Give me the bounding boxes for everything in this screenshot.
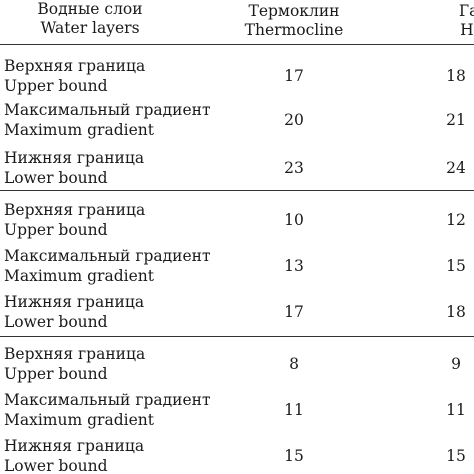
row-label: Верхняя граница Upper bound xyxy=(4,200,145,240)
header-thermocline-ru: Термоклин xyxy=(248,2,340,20)
header-halocline-ru: Галокл xyxy=(458,2,474,20)
halocline-value: 12 xyxy=(446,211,466,229)
thermocline-value: 11 xyxy=(284,401,304,419)
row-label: Нижняя граница Lower bound xyxy=(4,148,144,188)
table-row: Нижняя граница Lower bound 17 18 xyxy=(0,292,474,336)
row-label-en: Upper bound xyxy=(4,77,108,95)
row-label: Нижняя граница Lower bound xyxy=(4,292,144,332)
row-label-en: Maximum gradient xyxy=(4,411,154,429)
row-label-en: Maximum gradient xyxy=(4,267,154,285)
thermocline-value: 23 xyxy=(284,159,304,177)
row-label-en: Maximum gradient xyxy=(4,121,154,139)
table-row: Верхняя граница Upper bound 10 12 xyxy=(0,200,474,244)
table-row: Максимальный градиент Maximum gradient 2… xyxy=(0,100,474,144)
thermocline-value: 13 xyxy=(284,257,304,275)
table-row: Верхняя граница Upper bound 17 18 xyxy=(0,56,474,100)
row-label-ru: Максимальный градиент xyxy=(4,101,211,119)
row-label: Нижняя граница Lower bound xyxy=(4,436,144,474)
header-thermocline-en: Thermocline xyxy=(244,21,344,39)
thermocline-value: 10 xyxy=(284,211,304,229)
thermocline-value: 15 xyxy=(284,447,304,465)
header-water-layers-ru: Водные слои xyxy=(37,0,143,18)
halocline-value: 24 xyxy=(446,159,466,177)
halocline-value: 18 xyxy=(446,303,466,321)
group-divider-1 xyxy=(0,190,474,192)
header-divider xyxy=(0,44,474,46)
row-label: Верхняя граница Upper bound xyxy=(4,344,145,384)
table-row: Максимальный градиент Maximum gradient 1… xyxy=(0,390,474,434)
thermocline-value: 8 xyxy=(289,355,299,373)
table-row: Максимальный градиент Maximum gradient 1… xyxy=(0,246,474,290)
row-label-ru: Верхняя граница xyxy=(4,345,146,363)
row-label-ru: Нижняя граница xyxy=(4,149,145,167)
row-label-en: Upper bound xyxy=(4,221,108,239)
header-water-layers: Водные слои Water layers xyxy=(0,0,180,38)
halocline-value: 15 xyxy=(446,257,466,275)
row-label: Верхняя граница Upper bound xyxy=(4,56,145,96)
header-halocline-en: Halocli xyxy=(460,21,474,39)
row-label-ru: Верхняя граница xyxy=(4,57,146,75)
row-label-ru: Нижняя граница xyxy=(4,293,145,311)
halocline-value: 21 xyxy=(446,111,466,129)
table-row: Верхняя граница Upper bound 8 9 xyxy=(0,344,474,388)
thermocline-value: 17 xyxy=(284,303,304,321)
thermocline-value: 17 xyxy=(284,67,304,85)
row-label-en: Upper bound xyxy=(4,365,108,383)
row-label-ru: Нижняя граница xyxy=(4,437,145,455)
row-label-en: Lower bound xyxy=(4,313,108,331)
row-label-ru: Максимальный градиент xyxy=(4,247,211,265)
halocline-value: 15 xyxy=(446,447,466,465)
group-divider-2 xyxy=(0,336,474,338)
row-label-ru: Верхняя граница xyxy=(4,201,146,219)
row-label: Максимальный градиент Maximum gradient xyxy=(4,390,211,430)
thermocline-value: 20 xyxy=(284,111,304,129)
header-thermocline: Термоклин Thermocline xyxy=(226,2,362,40)
row-label-en: Lower bound xyxy=(4,169,108,187)
halocline-value: 11 xyxy=(446,401,466,419)
row-label: Максимальный градиент Maximum gradient xyxy=(4,246,211,286)
row-label-ru: Максимальный градиент xyxy=(4,391,211,409)
halocline-value: 18 xyxy=(446,67,466,85)
table-row: Нижняя граница Lower bound 15 15 xyxy=(0,436,474,474)
row-label-en: Lower bound xyxy=(4,457,108,474)
row-label: Максимальный градиент Maximum gradient xyxy=(4,100,211,140)
header-halocline: Галокл Halocli xyxy=(420,2,474,40)
halocline-value: 9 xyxy=(451,355,461,373)
header-water-layers-en: Water layers xyxy=(40,19,140,37)
table-row: Нижняя граница Lower bound 23 24 xyxy=(0,148,474,192)
